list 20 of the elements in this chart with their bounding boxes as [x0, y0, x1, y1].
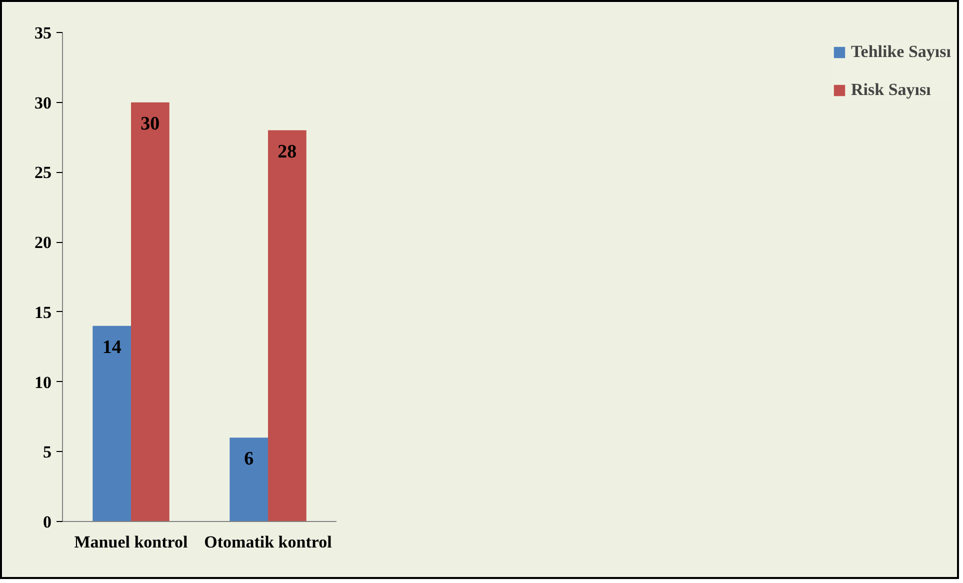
- data-label: 30: [140, 113, 160, 134]
- bar: [92, 326, 131, 522]
- legend-label: Risk Sayısı: [851, 80, 931, 100]
- y-tick-label: 20: [34, 233, 52, 252]
- bar: [268, 130, 306, 522]
- x-tick-label: Manuel kontrol: [74, 532, 188, 552]
- x-tick-label: Otomatik kontrol: [204, 532, 332, 552]
- y-tick-label: 35: [34, 24, 52, 42]
- y-tick-label: 5: [43, 442, 52, 462]
- data-label: 6: [244, 448, 254, 470]
- bar: [131, 102, 170, 522]
- data-label: 28: [278, 141, 297, 162]
- data-label: 14: [102, 336, 122, 358]
- y-tick-label: 10: [34, 372, 52, 392]
- y-tick-label: 25: [34, 163, 52, 182]
- legend-label: Tehlike Sayısı: [851, 42, 951, 62]
- bar: [230, 438, 268, 522]
- y-tick-label: 0: [43, 512, 52, 532]
- y-tick-label: 15: [34, 302, 52, 322]
- y-tick-label: 30: [34, 93, 52, 112]
